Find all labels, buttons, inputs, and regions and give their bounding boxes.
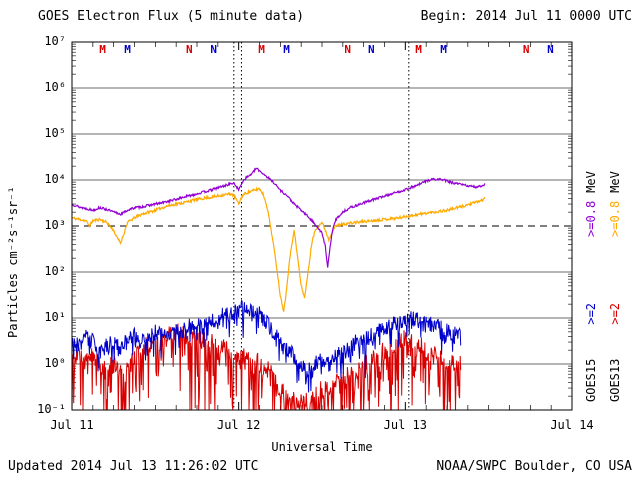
legend-goes15-e08: >=0.8 [584,200,598,237]
plot-border [71,41,573,411]
chart-title: GOES Electron Flux (5 minute data) [38,9,305,24]
updated-timestamp: Updated 2014 Jul 13 11:26:02 UTC [8,459,259,474]
legend-spacer [594,237,595,303]
legend-goes15: GOES15 >=2 >=0.8 MeV [584,171,598,402]
series-goes15-0-8-mev [71,167,486,268]
legend-goes13-mev: MeV [608,171,622,193]
legend-spacer [594,325,595,359]
legend-spacer [618,237,619,303]
source-attribution: NOAA/SWPC Boulder, CO USA [436,459,632,474]
series-goes13-0-8-mev [72,186,486,312]
legend-goes15-mev: MeV [584,171,598,193]
legend-spacer [618,325,619,359]
legend-goes13-e08: >=0.8 [608,200,622,237]
legend-goes13: GOES13 >=2 >=0.8 MeV [608,171,622,402]
y-axis-label: Particles cm⁻²s⁻¹sr⁻¹ [6,186,20,338]
x-axis-label: Universal Time [271,440,373,454]
legend-goes15-name: GOES15 [584,358,598,402]
begin-timestamp: Begin: 2014 Jul 11 0000 UTC [420,9,632,24]
series-goes13-2-mev [71,322,462,411]
legend-goes13-name: GOES13 [608,358,622,402]
series-goes15-2-mev [71,299,462,393]
legend-goes15-e2: >=2 [584,302,598,325]
legend-goes13-e2: >=2 [608,302,622,325]
